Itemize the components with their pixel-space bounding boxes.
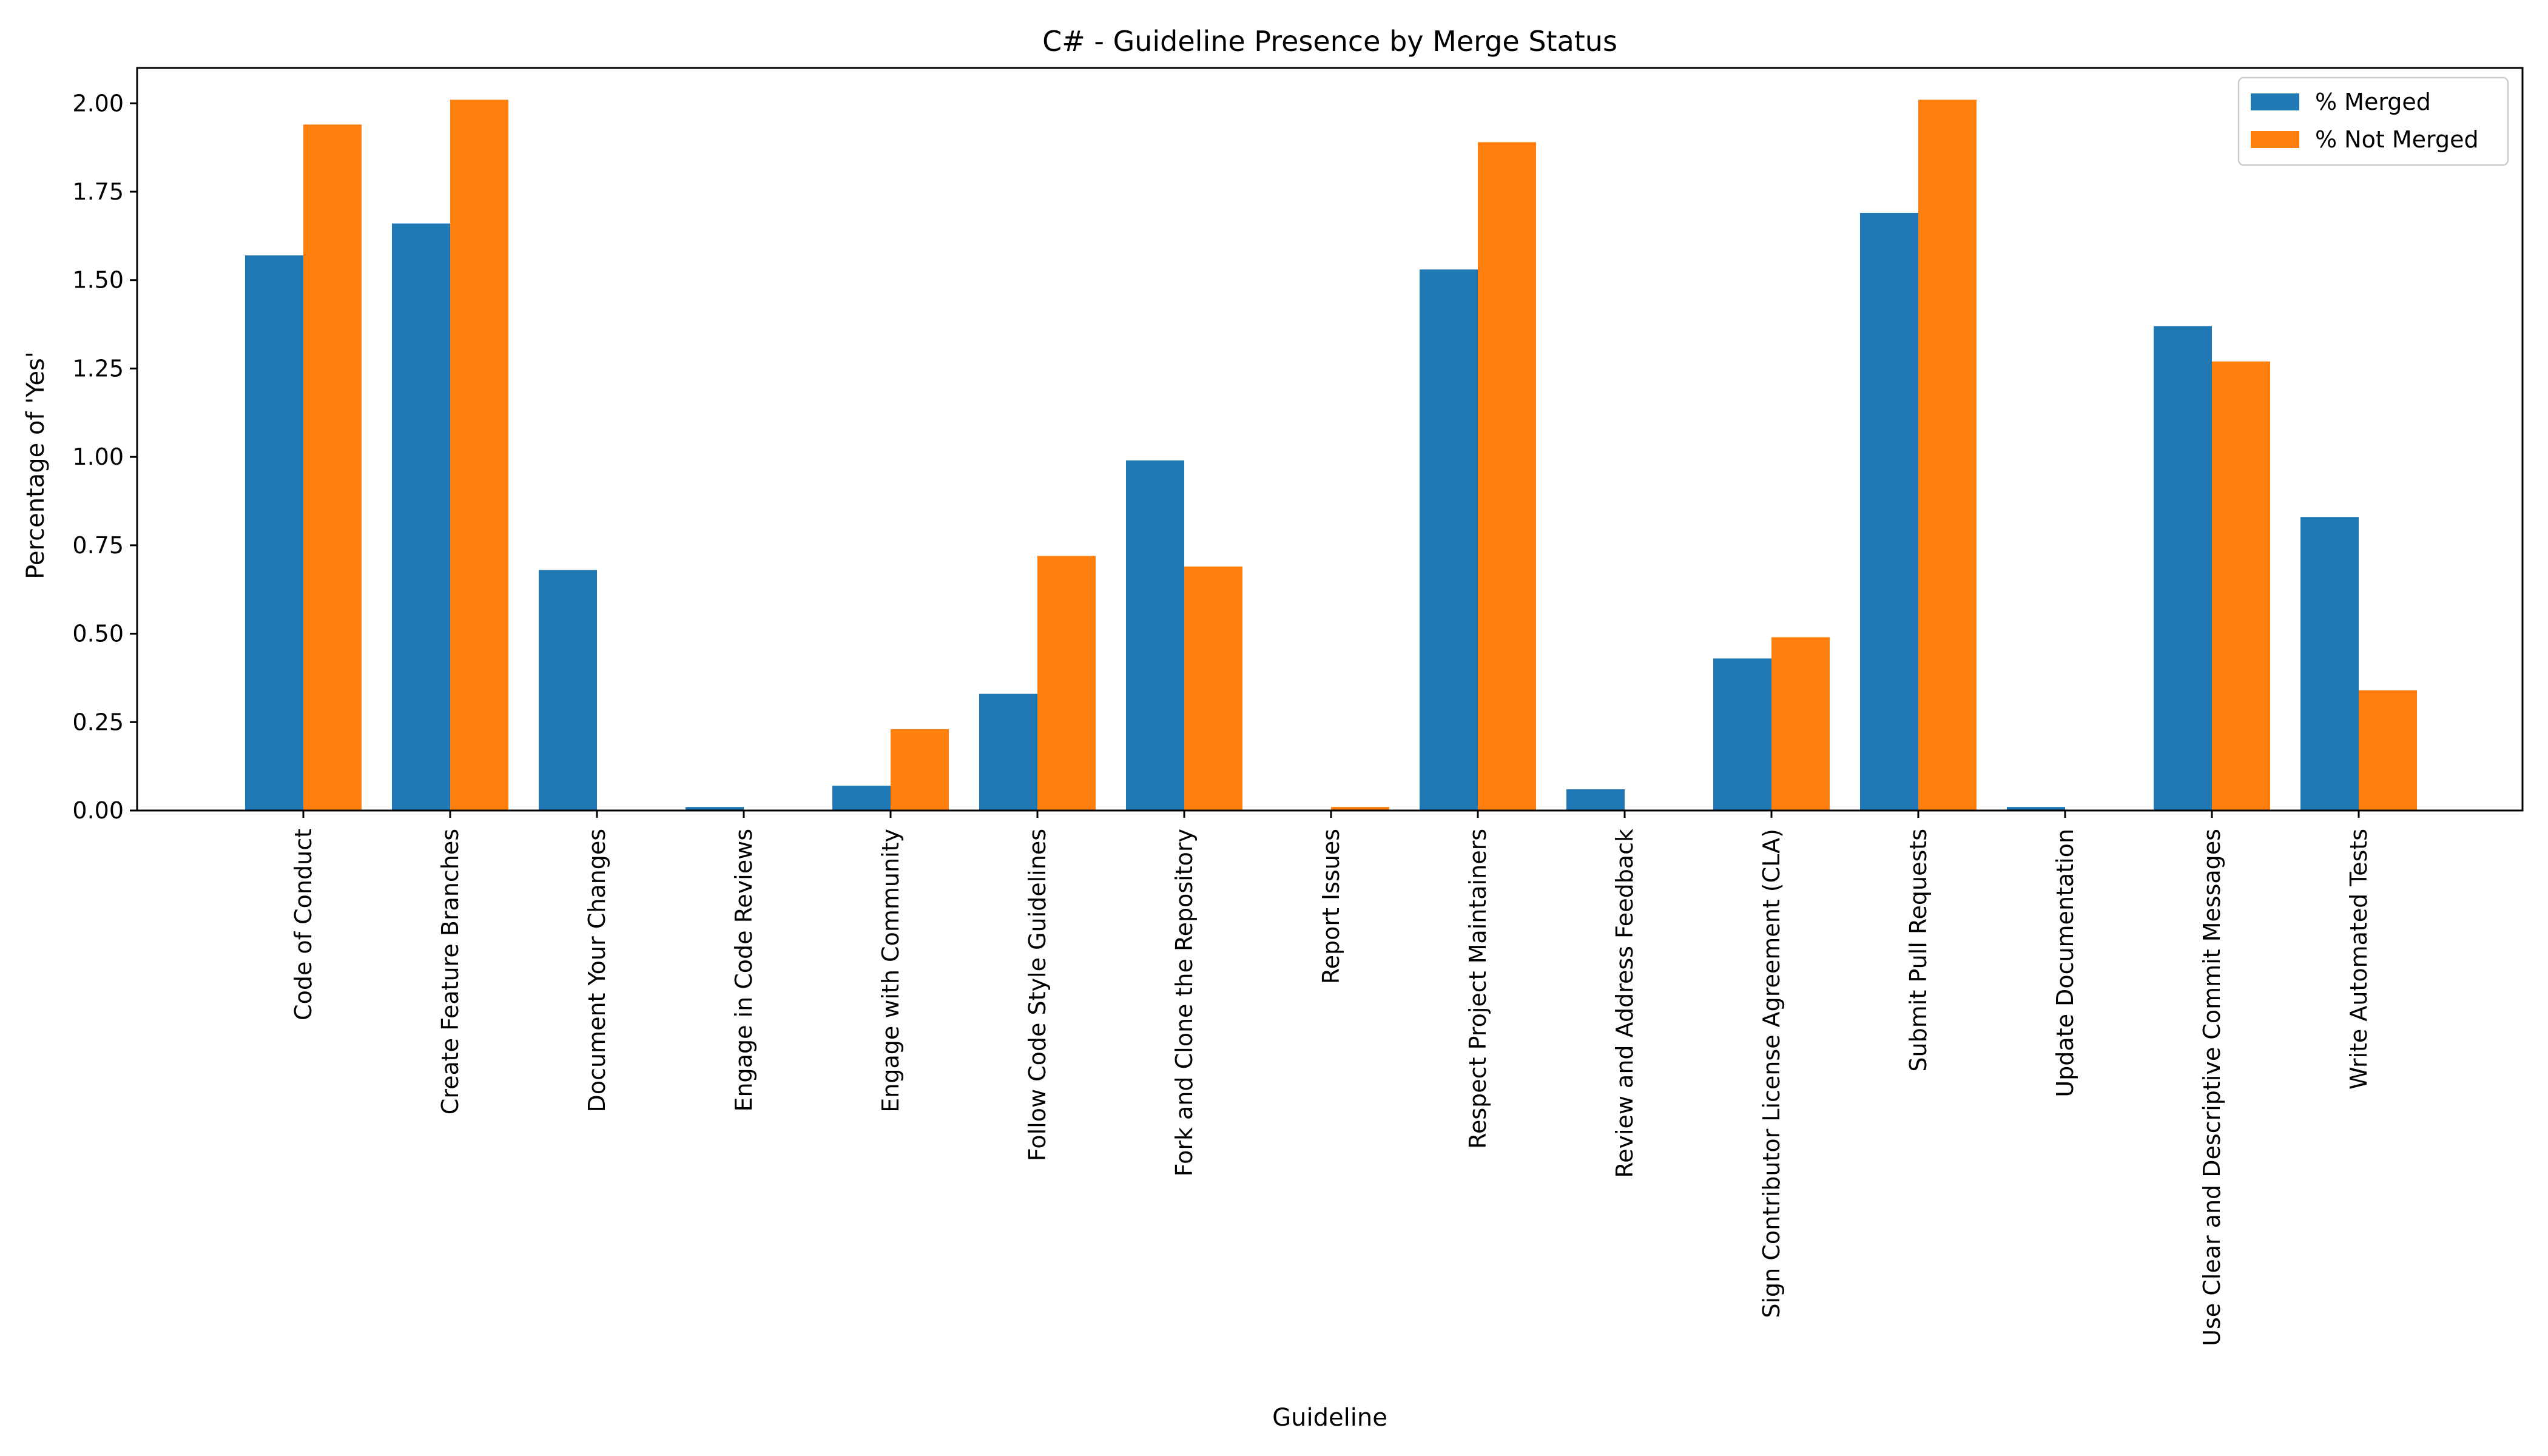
bar-merged	[1126, 460, 1184, 811]
chart-title: C# - Guideline Presence by Merge Status	[1042, 25, 1617, 58]
bar-not-merged	[1478, 142, 1536, 811]
x-tick-label: Write Automated Tests	[2345, 829, 2372, 1090]
bar-merged	[539, 570, 597, 811]
bar-not-merged	[1771, 637, 1830, 811]
y-tick-label: 1.75	[72, 178, 124, 205]
y-tick-label: 0.50	[72, 621, 124, 647]
bar-merged	[686, 807, 744, 811]
bar-merged	[2300, 517, 2359, 811]
x-tick-label: Fork and Clone the Repository	[1171, 829, 1198, 1176]
x-tick-label: Document Your Changes	[584, 829, 610, 1112]
y-tick-label: 0.25	[72, 709, 124, 735]
x-tick-label: Sign Contributor License Agreement (CLA)	[1758, 829, 1785, 1318]
y-tick-label: 1.50	[72, 267, 124, 294]
x-tick-label: Engage with Community	[877, 829, 904, 1113]
bar-merged	[1713, 658, 1771, 811]
axes-frame	[136, 67, 2524, 812]
bar-merged	[1420, 269, 1478, 811]
y-tick-label: 1.00	[72, 443, 124, 470]
bar-not-merged	[1184, 566, 1242, 811]
x-tick-label: Submit Pull Requests	[1905, 829, 1932, 1072]
legend-box	[2237, 76, 2509, 166]
bar-not-merged	[1918, 99, 1977, 811]
bar-merged	[1566, 789, 1625, 811]
legend-swatch	[2251, 131, 2299, 148]
bar-not-merged	[2212, 361, 2270, 811]
x-tick-label: Code of Conduct	[290, 829, 317, 1020]
plot-area: 0.00 0.25 0.50 0.75 1.00 1.25 1.50 1.75 2.00 Code…	[72, 67, 2524, 1346]
x-tick-label: Respect Project Maintainers	[1464, 829, 1491, 1149]
bar-merged	[2007, 807, 2065, 811]
bar-not-merged	[450, 99, 508, 811]
bar-merged	[2154, 326, 2212, 811]
y-tick-label: 0.00	[72, 797, 124, 824]
legend-swatch	[2251, 93, 2299, 110]
bar-not-merged	[2359, 690, 2417, 811]
x-tick-label: Create Feature Branches	[437, 829, 463, 1114]
bar-merged	[979, 693, 1037, 811]
x-tick-label: Update Documentation	[2052, 829, 2078, 1097]
y-tick-label: 1.25	[72, 355, 124, 382]
bar-merged	[1860, 212, 1918, 811]
legend-label: % Merged	[2315, 89, 2431, 115]
bar-not-merged	[1037, 556, 1096, 811]
x-tick-label: Report Issues	[1318, 829, 1344, 984]
y-tick-label: 0.75	[72, 532, 124, 559]
bar-merged	[245, 255, 303, 811]
y-tick-label: 2.00	[72, 90, 124, 116]
legend: % Merged % Not Merged	[2237, 76, 2509, 166]
bar-not-merged	[303, 124, 362, 811]
x-tick-label: Review and Address Feedback	[1611, 829, 1638, 1178]
y-axis-label: Percentage of 'Yes'	[22, 351, 50, 579]
bar-not-merged	[891, 729, 949, 811]
x-axis-label: Guideline	[1272, 1404, 1387, 1432]
x-tick-label: Use Clear and Descriptive Commit Message…	[2199, 829, 2225, 1346]
bar-merged	[832, 786, 891, 811]
x-tick-label: Follow Code Style Guidelines	[1024, 829, 1051, 1161]
bar-merged	[392, 223, 450, 811]
legend-label: % Not Merged	[2315, 126, 2479, 153]
bar-not-merged	[1331, 807, 1389, 811]
x-tick-label: Engage in Code Reviews	[730, 829, 757, 1112]
